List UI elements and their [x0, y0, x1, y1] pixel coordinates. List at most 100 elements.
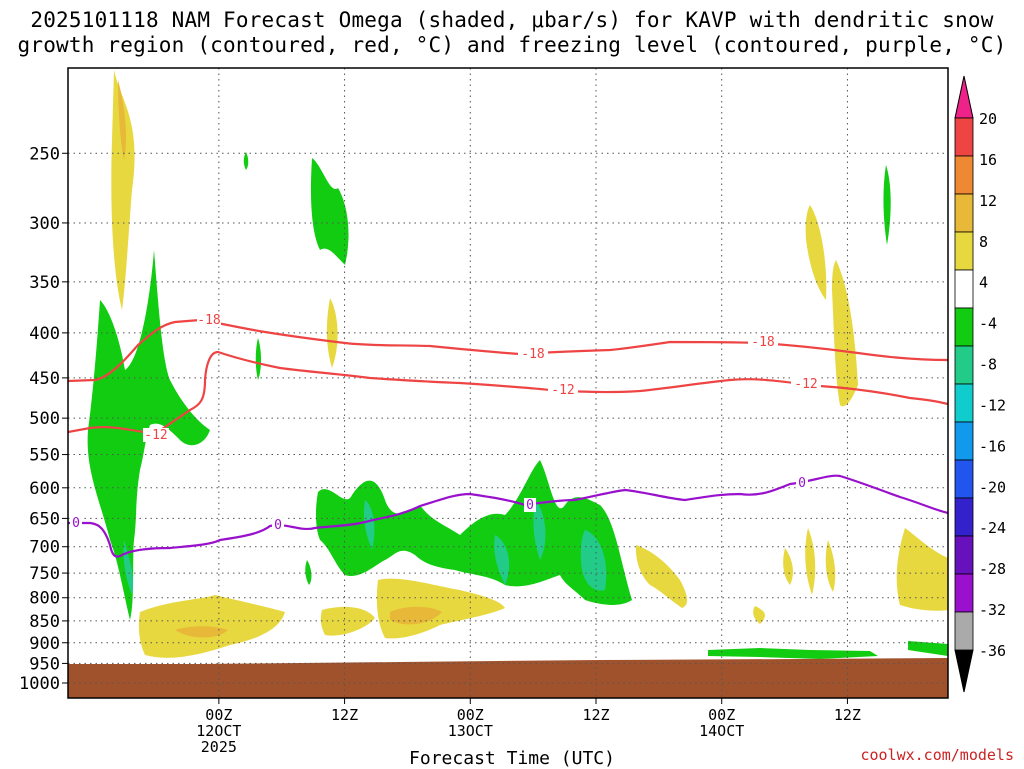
omega-area: [805, 205, 827, 300]
x-tick-label: 12Z: [582, 706, 609, 724]
contour-label-minus18: -18: [521, 347, 544, 362]
omega-area: [138, 595, 285, 658]
y-tick-label: 850: [29, 612, 60, 632]
colorbar-label: -4: [979, 315, 997, 333]
colorbar-label: -16: [979, 437, 1006, 455]
omega-area: [753, 606, 765, 624]
colorbar-swatch: [954, 535, 974, 575]
omega-area: [825, 540, 836, 592]
y-tick-label: 400: [29, 324, 60, 344]
y-tick-label: 500: [29, 409, 60, 429]
colorbar-swatch: [954, 497, 974, 537]
colorbar-label: -28: [979, 560, 1006, 578]
omega-area: [896, 528, 948, 611]
contour-labels: -18 -18 -18 -12 -12 -12 0 0 0 0: [70, 313, 821, 533]
contour-label-zero: 0: [274, 518, 282, 533]
colorbar-label: 16: [979, 151, 997, 169]
omega-area: [376, 578, 505, 639]
title-line-2: growth region (contoured, red, °C) and f…: [17, 33, 1007, 57]
y-tick-label: 750: [29, 564, 60, 584]
omega-area: [305, 560, 312, 585]
colorbar-label: 8: [979, 233, 988, 251]
colorbar-swatch: [954, 307, 974, 347]
plot-frame: [67, 67, 949, 699]
colorbar-swatch: [954, 573, 974, 613]
x-tick-label: 14OCT: [699, 722, 744, 740]
omega-area: [111, 70, 135, 310]
x-tick-label: 00Z: [205, 706, 232, 724]
omega-area: [255, 338, 261, 380]
omega-area: [580, 530, 607, 591]
contour-minus18: [68, 318, 948, 383]
contour-label-zero: 0: [798, 476, 806, 491]
ground-terrain: [68, 658, 948, 698]
colorbar-label: -20: [979, 478, 1006, 496]
colorbar-label: 12: [979, 192, 997, 210]
contour-label-minus12: -12: [551, 383, 574, 398]
colorbar-label: -8: [979, 356, 997, 374]
colorbar-swatch: [954, 459, 974, 499]
colorbar-label: 4: [979, 274, 988, 292]
contour-label-minus12: -12: [794, 377, 817, 392]
colorbar-swatch: [954, 421, 974, 461]
colorbar-swatch: [954, 155, 974, 195]
colorbar-swatch: [954, 269, 974, 309]
colorbar: 20 16 12 8 4 -4 -8 -12 -16 -20 -24 -28 -32 -36: [954, 75, 1006, 693]
y-tick-label: 800: [29, 589, 60, 609]
credit-text: coolwx.com/models: [860, 746, 1014, 764]
colorbar-label: -24: [979, 519, 1006, 537]
title-line-1: 2025101118 NAM Forecast Omega (shaded, μ…: [30, 8, 994, 32]
omega-area: [118, 80, 126, 160]
omega-area: [783, 548, 793, 585]
omega-area: [883, 165, 891, 245]
contour-label-minus18: -18: [197, 313, 220, 328]
omega-shading: [68, 70, 948, 698]
colorbar-swatch: [954, 117, 974, 157]
contour-label-minus18: -18: [751, 335, 774, 350]
x-tick-label: 13OCT: [448, 722, 493, 740]
omega-area: [805, 528, 816, 595]
y-tick-label: 600: [29, 479, 60, 499]
omega-area: [832, 260, 858, 407]
omega-area: [908, 641, 948, 656]
y-tick-label: 350: [29, 273, 60, 293]
x-tick-label: 2025: [201, 738, 237, 756]
contour-label-zero: 0: [526, 498, 534, 513]
y-tick-label: 900: [29, 634, 60, 654]
y-tick-label: 1000: [19, 674, 60, 694]
x-tick-label: 12Z: [834, 706, 861, 724]
omega-area: [315, 460, 632, 605]
colorbar-label: 20: [979, 110, 997, 128]
colorbar-label: -36: [979, 642, 1006, 660]
x-tick-label: 12Z: [331, 706, 358, 724]
y-tick-label: 250: [29, 144, 60, 164]
omega-area: [175, 626, 228, 638]
omega-area: [87, 250, 210, 620]
omega-area: [320, 606, 375, 636]
omega-area: [363, 500, 375, 550]
contour-minus12: [68, 350, 948, 436]
chart-title: 2025101118 NAM Forecast Omega (shaded, μ…: [0, 8, 1024, 58]
contour-label-minus12: -12: [144, 428, 167, 443]
y-tick-label: 650: [29, 509, 60, 529]
colorbar-tip-bottom: [954, 649, 974, 693]
omega-area: [635, 545, 688, 608]
colorbar-tip-top: [954, 75, 974, 119]
colorbar-swatch: [954, 611, 974, 651]
colorbar-swatch: [954, 383, 974, 423]
omega-area: [494, 535, 510, 585]
omega-area: [390, 606, 442, 625]
colorbar-swatch: [954, 193, 974, 233]
omega-area: [310, 158, 349, 265]
omega-area: [243, 152, 249, 170]
contour-zero: [68, 474, 948, 558]
x-axis-title: Forecast Time (UTC): [409, 748, 615, 769]
omega-area: [708, 648, 878, 659]
x-tick-label: 12OCT: [196, 722, 241, 740]
colorbar-label: -32: [979, 601, 1006, 619]
colorbar-swatch: [954, 231, 974, 271]
colorbar-label: -12: [979, 396, 1006, 414]
y-tick-label: 700: [29, 538, 60, 558]
